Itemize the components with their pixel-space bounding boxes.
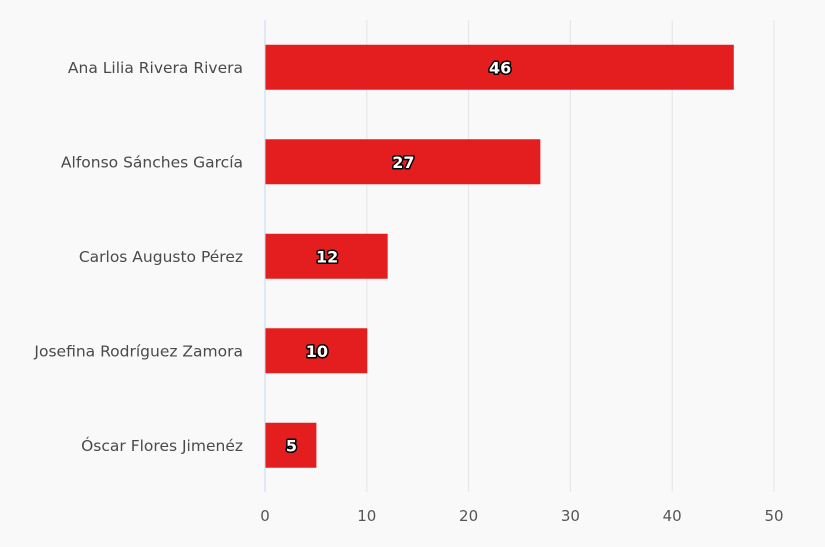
category-label: Alfonso Sánches García [61,153,243,171]
category-label: Carlos Augusto Pérez [79,248,243,266]
x-tick-label: 30 [561,507,580,525]
category-label: Óscar Flores Jimenéz [81,436,243,455]
bar[interactable] [265,328,368,374]
bar[interactable] [265,422,317,468]
bars [265,44,734,468]
bar[interactable] [265,139,541,185]
category-label: Ana Lilia Rivera Rivera [68,59,243,77]
data-label: 5 [286,436,297,455]
x-tick-label: 0 [260,507,270,525]
category-label: Josefina Rodríguez Zamora [33,342,243,360]
x-tick-label: 20 [459,507,478,525]
x-tick-label: 40 [663,507,682,525]
data-label: 46 [489,58,511,77]
x-tick-label: 50 [764,507,783,525]
data-label: 10 [306,342,328,361]
labels: 0 10 20 30 40 50 Ana Lilia Rivera Rivera 46 Alfo… [33,57,783,525]
gridlines [366,20,775,492]
data-label: 12 [316,247,338,266]
bar[interactable] [265,233,388,279]
x-tick-label: 10 [357,507,376,525]
bar[interactable] [265,44,734,90]
data-label: 27 [392,153,414,172]
